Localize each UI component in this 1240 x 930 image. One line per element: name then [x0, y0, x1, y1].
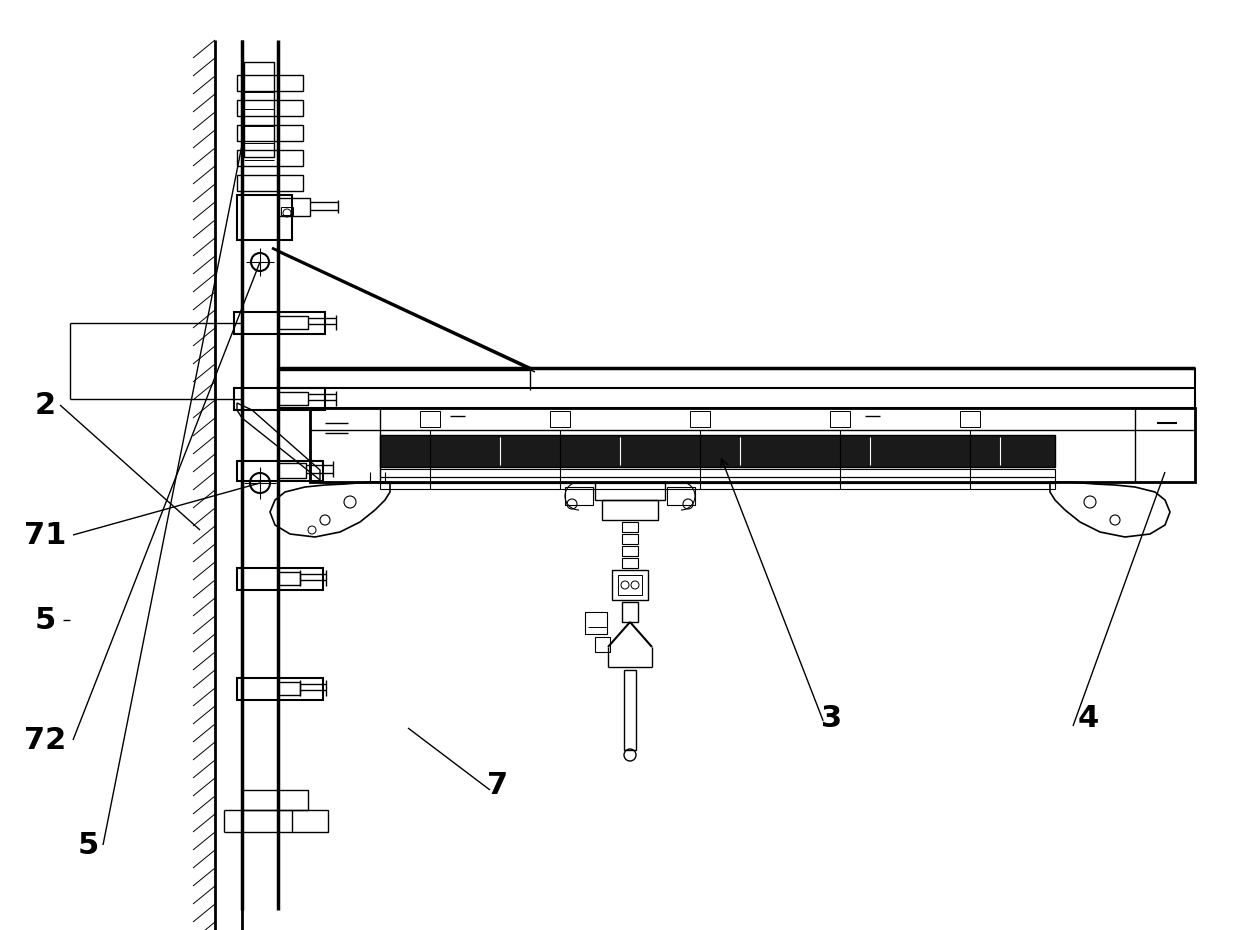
Bar: [622, 558, 639, 568]
Text: 5: 5: [77, 830, 99, 859]
Bar: [379, 477, 1055, 483]
Bar: [830, 411, 849, 427]
Bar: [618, 575, 642, 595]
Bar: [237, 175, 303, 191]
Bar: [237, 150, 303, 166]
Bar: [234, 388, 325, 410]
Bar: [242, 790, 308, 810]
Bar: [622, 546, 639, 556]
Bar: [234, 312, 325, 334]
Bar: [310, 408, 1195, 482]
Text: 7: 7: [487, 770, 508, 800]
Bar: [278, 392, 308, 405]
Bar: [310, 408, 379, 482]
Bar: [281, 207, 293, 215]
Bar: [624, 670, 636, 750]
Bar: [601, 500, 658, 520]
Bar: [278, 572, 300, 585]
Bar: [278, 316, 308, 329]
Bar: [595, 482, 665, 500]
Bar: [622, 534, 639, 544]
Text: 2: 2: [35, 391, 56, 419]
Bar: [237, 195, 291, 240]
Bar: [622, 602, 639, 622]
Bar: [244, 62, 274, 157]
Bar: [551, 411, 570, 427]
Bar: [278, 682, 300, 695]
Bar: [278, 198, 310, 216]
Bar: [379, 483, 1055, 489]
Text: 4: 4: [1078, 703, 1099, 733]
Bar: [420, 411, 440, 427]
Bar: [242, 810, 329, 832]
Bar: [278, 463, 306, 478]
Bar: [379, 435, 1055, 467]
Text: 72: 72: [24, 725, 66, 754]
Text: 3: 3: [821, 703, 842, 733]
Bar: [237, 75, 303, 91]
Bar: [667, 487, 694, 505]
Bar: [237, 568, 322, 590]
Bar: [379, 469, 1055, 477]
Text: 5: 5: [35, 605, 56, 634]
Bar: [237, 125, 303, 141]
Bar: [237, 100, 303, 116]
Bar: [595, 637, 610, 652]
Bar: [613, 570, 649, 600]
Bar: [1135, 408, 1195, 482]
Bar: [960, 411, 980, 427]
Bar: [622, 522, 639, 532]
Text: 71: 71: [24, 521, 66, 550]
Bar: [565, 487, 593, 505]
Bar: [237, 678, 322, 700]
Bar: [585, 612, 608, 634]
Bar: [237, 461, 322, 481]
Bar: [689, 411, 711, 427]
